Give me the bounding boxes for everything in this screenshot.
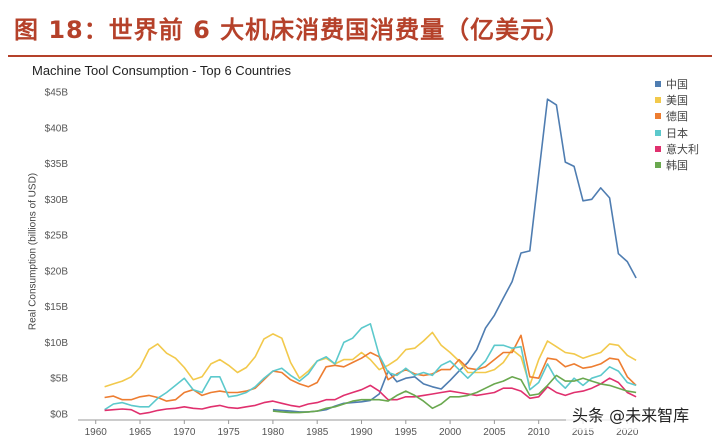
x-tick-label: 1965: [129, 427, 152, 438]
x-tick-label: 2010: [528, 427, 551, 438]
series-line-意大利: [104, 377, 637, 415]
x-tick-label: 2005: [483, 427, 506, 438]
legend-label: 德国: [666, 110, 688, 124]
series-lines: [104, 98, 637, 415]
figure-caption: 图 18：世界前 6 大机床消费国消费量（亿美元）: [14, 16, 571, 44]
legend-swatch: [655, 113, 661, 120]
y-tick-label: $20B: [45, 266, 69, 277]
y-tick-label: $5B: [50, 374, 68, 385]
figure-header: 图 18：世界前 6 大机床消费国消费量（亿美元）: [0, 0, 720, 48]
watermark-text: 头条 @未来智库: [572, 406, 690, 425]
legend-swatch: [655, 162, 661, 169]
x-tick-label: 1990: [350, 427, 373, 438]
y-tick-label: $25B: [45, 231, 69, 242]
x-tick-label: 1960: [85, 427, 108, 438]
legend-item: 日本: [655, 125, 715, 141]
caption-divider: [8, 55, 712, 57]
legend-item: 意大利: [655, 141, 715, 157]
legend-swatch: [655, 81, 661, 88]
legend-label: 韩国: [666, 159, 688, 173]
x-tick-label: 1970: [173, 427, 196, 438]
x-tick-label: 2015: [572, 427, 595, 438]
legend-label: 意大利: [666, 142, 699, 156]
x-tick-label: 1975: [217, 427, 240, 438]
series-line-日本: [104, 322, 637, 411]
legend-label: 日本: [666, 126, 688, 140]
x-tick-label: 2020: [616, 427, 639, 438]
y-tick-label: $10B: [45, 338, 69, 349]
legend-label: 中国: [666, 78, 688, 92]
series-line-韩国: [272, 374, 637, 414]
legend-swatch: [655, 129, 661, 136]
chart-title: Machine Tool Consumption - Top 6 Countri…: [32, 63, 291, 78]
legend-swatch: [655, 97, 661, 104]
legend-label: 美国: [666, 94, 688, 108]
axes: $0B $5B $10B $15B $20B $25B $30B $35B $40B $45B 19…: [45, 88, 645, 438]
legend-item: 韩国: [655, 157, 715, 173]
y-tick-label: $15B: [45, 302, 69, 313]
y-tick-label: $40B: [45, 123, 69, 134]
y-tick-label: $0B: [50, 410, 68, 421]
y-tick-label: $45B: [45, 88, 69, 99]
x-tick-label: 1980: [262, 427, 285, 438]
y-tick-label: $30B: [45, 195, 69, 206]
x-tick-label: 2000: [439, 427, 462, 438]
legend-item: 中国: [655, 76, 715, 92]
legend: 中国美国德国日本意大利韩国: [655, 76, 715, 173]
legend-item: 德国: [655, 108, 715, 124]
x-tick-label: 1985: [306, 427, 329, 438]
y-tick-label: $35B: [45, 159, 69, 170]
watermark: 头条 @未来智库: [566, 398, 716, 430]
series-line-美国: [104, 331, 637, 388]
legend-swatch: [655, 145, 661, 152]
x-tick-label: 1995: [395, 427, 418, 438]
legend-item: 美国: [655, 92, 715, 108]
